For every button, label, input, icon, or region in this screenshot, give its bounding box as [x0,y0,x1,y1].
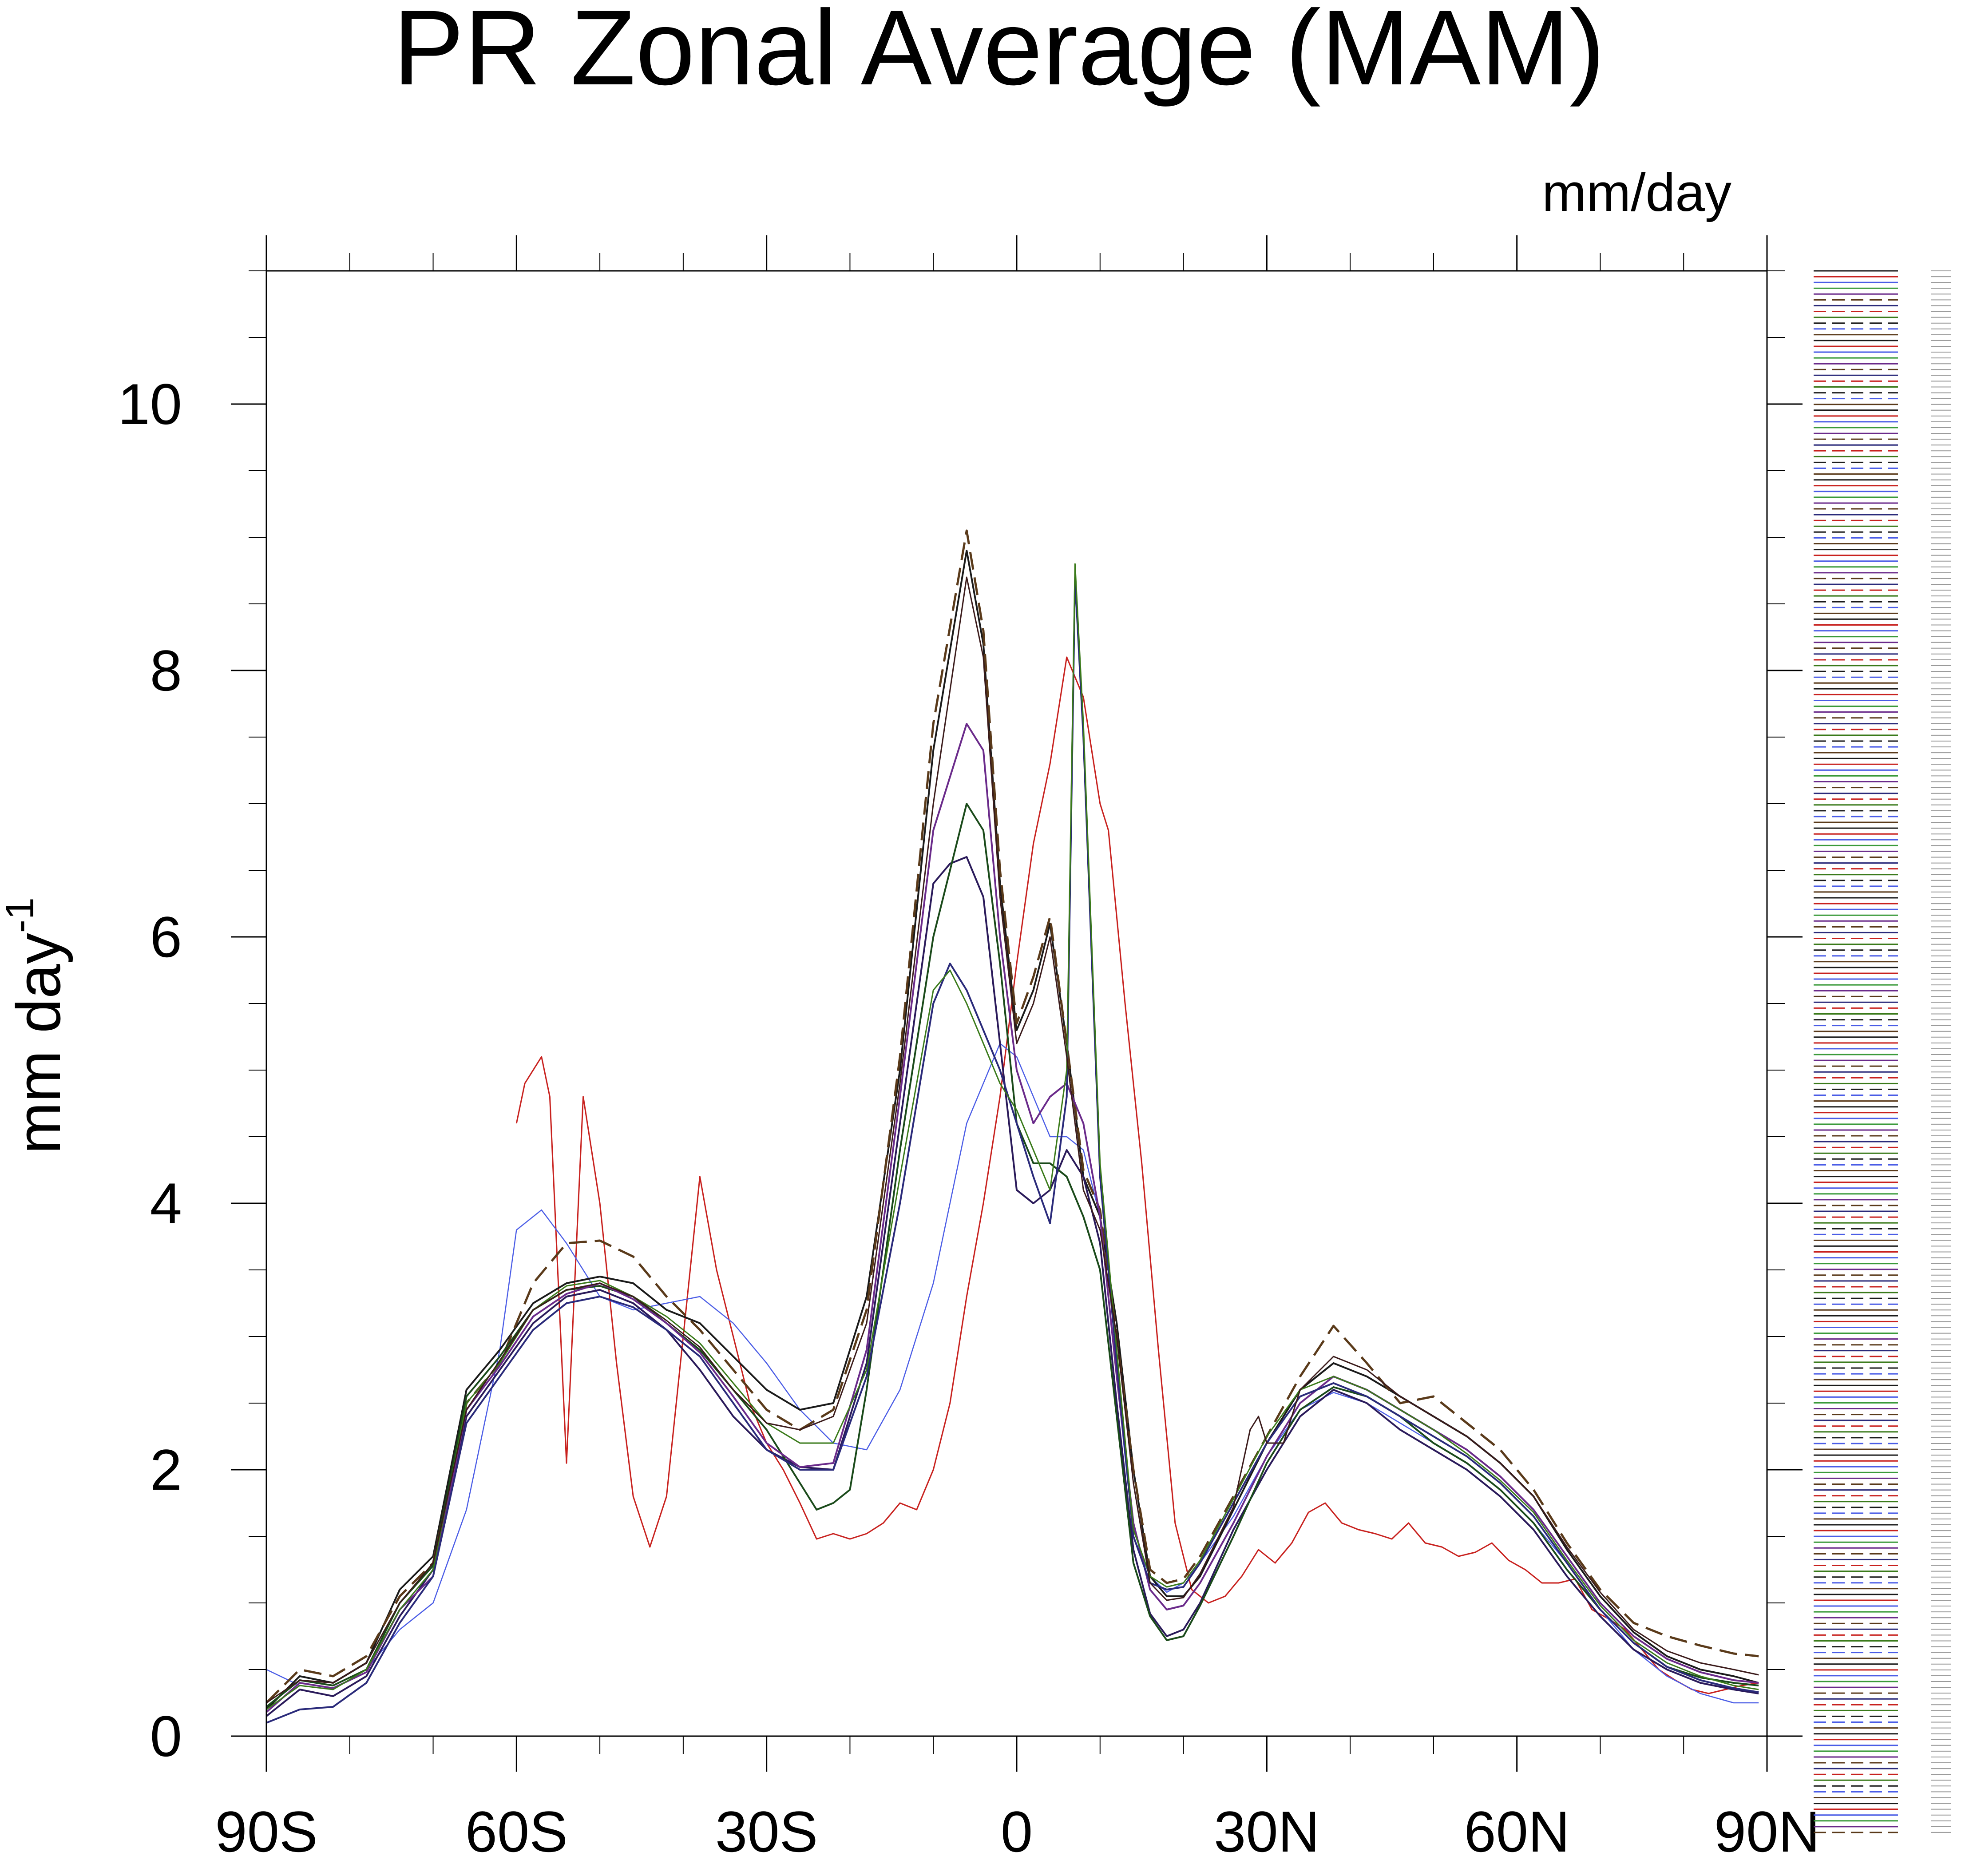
series-line-2 [266,1043,1759,1704]
series-line-9 [266,563,1759,1710]
y-tick-label: 4 [150,1171,182,1236]
series-line-6 [266,803,1759,1708]
y-tick-label: 0 [150,1704,182,1769]
series-line-3 [266,550,1759,1710]
x-tick-label: 30N [1214,1799,1319,1864]
series-line-1 [515,656,1759,1694]
series-line-5 [266,856,1759,1717]
svg-text:mm day-1: mm day-1 [0,897,73,1154]
series-line-8 [266,576,1759,1724]
y-tick-label: 2 [150,1437,182,1502]
series-layer [266,529,1759,1724]
y-tick-label: 10 [118,372,182,436]
chart-title: PR Zonal Average (MAM) [393,0,1605,107]
legend [1814,270,1951,1833]
units-label: mm/day [1542,163,1731,222]
axis-layer: 90S 60S 30S 0 30N 60N 90N 0 2 4 6 8 10 [118,235,1820,1864]
y-axis-label-main: mm day [4,933,73,1154]
x-tick-label: 90S [215,1799,317,1864]
series-line-4 [266,529,1759,1704]
series-line-7 [266,723,1759,1713]
series-line-10 [266,576,1759,1704]
x-tick-label: 30S [715,1799,818,1864]
y-axis-label-superscript: -1 [0,897,42,933]
y-tick-label: 6 [150,904,182,969]
x-tick-label: 0 [1001,1799,1033,1864]
y-tick-label: 8 [150,638,182,703]
x-tick-label: 60S [465,1799,568,1864]
x-tick-label: 60N [1464,1799,1569,1864]
plot-frame [265,270,1768,1737]
y-axis-label: mm day-1 [0,897,73,1154]
x-tick-label: 90N [1714,1799,1820,1864]
